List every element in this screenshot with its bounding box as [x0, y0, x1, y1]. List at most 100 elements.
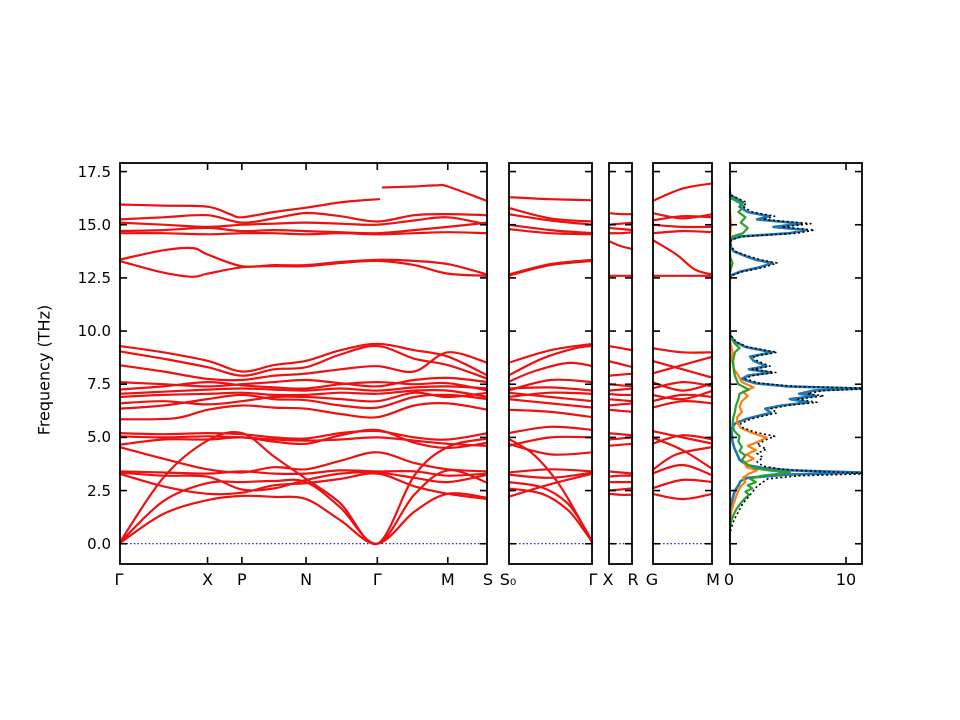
phonon-band [508, 468, 593, 474]
phonon-band [508, 342, 593, 365]
kpoint-label-Γ: Γ [588, 570, 598, 589]
phonon-band [608, 492, 633, 496]
phonon-band [508, 344, 593, 377]
phonon-band [119, 393, 488, 410]
phonon-band [119, 216, 488, 229]
phonon-band [608, 392, 633, 397]
phonon-band [652, 214, 713, 222]
dos-panel [729, 162, 863, 565]
panel-border [508, 162, 593, 565]
phonon-band [652, 463, 713, 477]
panel-border [119, 162, 488, 565]
phonon-band [608, 470, 633, 475]
phonon-band [508, 206, 593, 223]
phonon-band [508, 213, 593, 226]
kpoint-label-M: M [440, 570, 455, 589]
kpoint-label-P: P [237, 570, 247, 589]
phonon-band [508, 196, 593, 202]
phonon-band [119, 391, 488, 406]
phonon-band [508, 435, 593, 447]
y-tick-label-2.5: 2.5 [87, 481, 111, 500]
phonon-band [119, 469, 488, 477]
band-panel-g-m [652, 162, 713, 565]
phonon-band [652, 355, 713, 375]
phonon-band [119, 385, 488, 395]
y-tick-label-12.5: 12.5 [77, 268, 111, 287]
phonon-band [119, 344, 488, 380]
phonon-band [119, 402, 488, 421]
phonon-band [508, 425, 593, 435]
kpoint-label-S₀: S₀ [499, 570, 517, 589]
phonon-band [119, 435, 488, 447]
phonon-band [608, 359, 633, 369]
phonon-band [608, 442, 633, 447]
phonon-band [608, 432, 633, 437]
phonon-band [119, 445, 488, 474]
phonon-band [119, 211, 488, 224]
phonon-band [508, 481, 593, 545]
phonon-band [119, 472, 488, 501]
phonon-band [119, 221, 488, 235]
phonon-band [119, 429, 488, 441]
phonon-band [381, 183, 488, 203]
phonon-band [652, 381, 713, 392]
phonon-band [608, 211, 633, 216]
band-panel-x-r [608, 162, 633, 565]
phonon-band [508, 378, 593, 392]
phonon-band [608, 402, 633, 407]
phonon-band [652, 478, 713, 490]
kpoint-label-N: N [300, 570, 313, 589]
phonon-band [119, 388, 488, 399]
phonon-band [119, 471, 488, 492]
phonon-band [608, 398, 633, 403]
phonon-band [652, 393, 713, 403]
phonon-band [652, 347, 713, 354]
phonon-band [652, 389, 713, 401]
phonon-band [508, 361, 593, 384]
phonon-band [652, 229, 713, 235]
phonon-band [608, 344, 633, 352]
band-panel-s0-gamma [508, 162, 593, 565]
phonon-band [119, 259, 488, 278]
y-tick-label-15.0: 15.0 [77, 215, 111, 234]
phonon-band [652, 445, 713, 472]
kpoint-label-Γ: Γ [372, 570, 382, 589]
phonon-band [652, 359, 713, 379]
phonon-band [508, 227, 593, 236]
kpoint-label-X: X [202, 570, 214, 589]
y-tick-label-17.5: 17.5 [77, 162, 111, 181]
kpoint-label-R: R [627, 570, 639, 589]
phonon-band [119, 342, 488, 377]
y-tick-label-7.5: 7.5 [87, 375, 111, 394]
phonon-band [652, 436, 713, 471]
phonon-band [119, 376, 488, 388]
panel-border [608, 162, 633, 565]
phonon-band [119, 492, 488, 545]
phonon-band [119, 231, 488, 236]
phonon-band [508, 472, 593, 498]
phonon-band [508, 258, 593, 276]
phonon-band [608, 474, 633, 478]
phonon-band [508, 223, 593, 235]
phonon-band [508, 442, 593, 456]
phonon-band [652, 223, 713, 229]
phonon-band [508, 408, 593, 419]
kpoint-label-S: S [482, 570, 494, 589]
panel-border [652, 162, 713, 565]
phonon-band [652, 429, 713, 445]
phonon-band [119, 428, 488, 450]
phonon-band [608, 408, 633, 413]
kpoint-label-Γ: Γ [114, 570, 124, 589]
band-panel-gamma-x-p-n-gamma-m-s [119, 162, 488, 565]
phonon-band [508, 471, 593, 479]
phonon-band [508, 391, 593, 399]
phonon-band [652, 238, 713, 276]
kpoint-label-G: G [645, 570, 659, 589]
phonon-band [119, 351, 488, 382]
phonon-band [119, 198, 381, 219]
phonon-band [508, 391, 593, 403]
kpoint-label-X: X [602, 570, 614, 589]
phonon-band [608, 372, 633, 377]
